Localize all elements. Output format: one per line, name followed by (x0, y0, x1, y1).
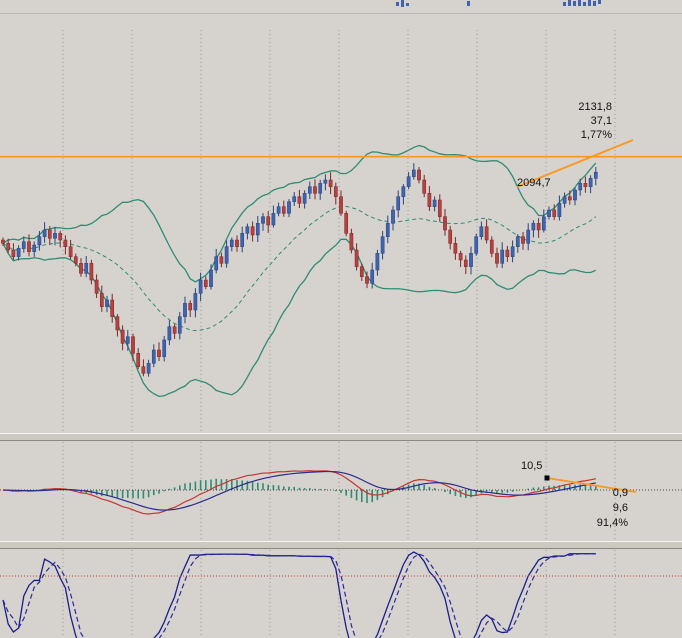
panel-splitter-2[interactable] (0, 541, 682, 549)
indicator-current-label: 0,9 (612, 487, 628, 499)
trendline-target-annotation: 2131,8 37,1 1,77% (540, 100, 612, 142)
panel-splitter-1[interactable] (0, 433, 682, 441)
indicator-annotation-stack: 0,9 9,6 91,4% (560, 486, 628, 531)
indicator-percent-label: 91,4% (596, 517, 628, 529)
target-percent-label: 1,77% (580, 129, 612, 141)
target-price-label: 2131,8 (578, 101, 612, 113)
target-delta-label: 37,1 (590, 115, 612, 127)
indicator-delta-label: 9,6 (612, 502, 628, 514)
top-panel-divider (0, 13, 682, 14)
indicator-peak-label: 10,5 (521, 460, 543, 472)
last-price-label: 2094,7 (517, 177, 551, 189)
